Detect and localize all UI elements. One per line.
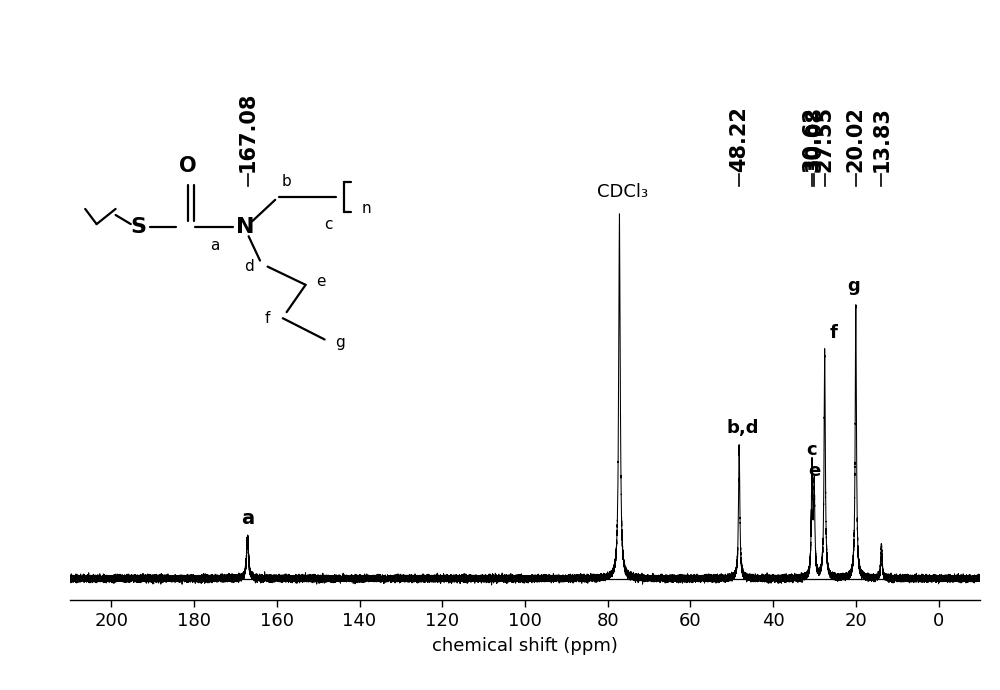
- Text: n: n: [362, 201, 371, 217]
- Text: 20.02: 20.02: [846, 107, 866, 172]
- Text: 13.83: 13.83: [871, 107, 891, 172]
- Text: S: S: [130, 217, 146, 237]
- Text: 30.08: 30.08: [804, 107, 824, 172]
- Text: e: e: [808, 462, 820, 480]
- X-axis label: chemical shift (ppm): chemical shift (ppm): [432, 637, 618, 655]
- Text: g: g: [848, 277, 860, 295]
- Text: 30.62: 30.62: [802, 107, 822, 172]
- Text: 167.08: 167.08: [238, 92, 258, 172]
- Text: b,d: b,d: [727, 419, 759, 437]
- Text: 48.22: 48.22: [729, 107, 749, 172]
- Text: c: c: [806, 441, 816, 459]
- Text: e: e: [316, 275, 326, 289]
- Text: f: f: [265, 310, 270, 326]
- Text: g: g: [335, 335, 345, 350]
- Text: CDCl₃: CDCl₃: [597, 183, 648, 201]
- Text: a: a: [210, 238, 219, 253]
- Text: a: a: [241, 509, 254, 528]
- Text: b: b: [282, 174, 291, 189]
- Text: f: f: [829, 324, 837, 342]
- Text: c: c: [324, 217, 333, 232]
- Text: N: N: [236, 217, 254, 237]
- Text: 27.55: 27.55: [815, 106, 835, 172]
- Text: d: d: [244, 259, 253, 274]
- Text: O: O: [179, 157, 197, 177]
